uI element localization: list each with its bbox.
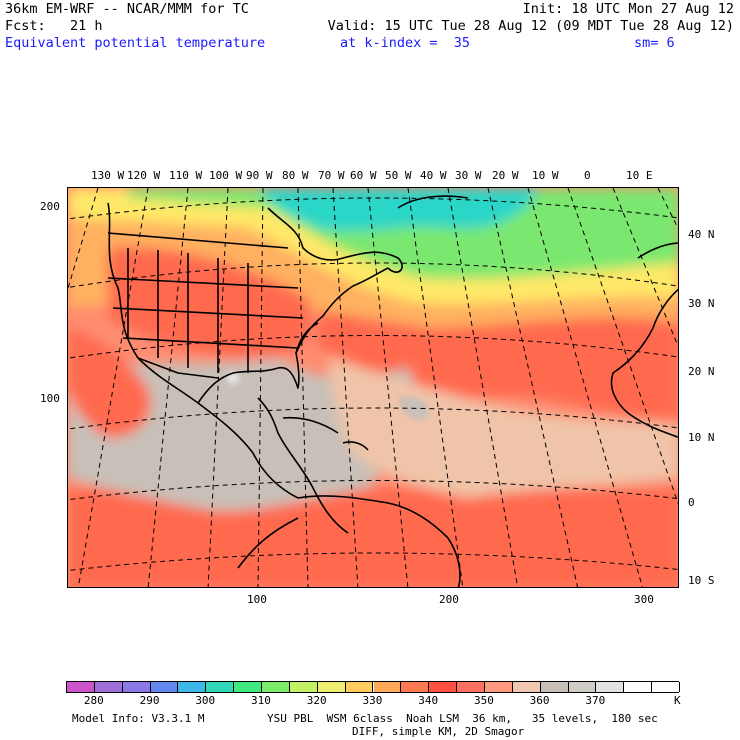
latitude-label: 0: [688, 496, 695, 509]
legend-tick: 330: [362, 694, 383, 707]
model-info: Model Info: V3.3.1 M: [72, 712, 205, 725]
field-cyan-pool: [258, 188, 538, 232]
legend-swatch: [234, 682, 263, 692]
legend-swatch: [317, 682, 346, 692]
legend-swatch: [67, 682, 95, 692]
field-red-band: [318, 301, 678, 419]
legend-swatch: [94, 682, 123, 692]
legend-tick: 280: [83, 694, 104, 707]
longitude-label: 130 W: [91, 169, 125, 182]
longitude-label: 50 W: [385, 169, 412, 182]
legend-swatch: [345, 682, 374, 692]
coastlines: [107, 195, 678, 587]
legend-unit: K: [674, 694, 681, 707]
longitude-label: 120 W: [127, 169, 161, 182]
legend-swatch: [568, 682, 597, 692]
graticule: [68, 188, 678, 587]
longitude-label: 30 W: [455, 169, 482, 182]
longitude-label: 100 W: [209, 169, 243, 182]
legend-swatch: [512, 682, 541, 692]
legend-swatch: [401, 682, 430, 692]
legend-tick: 370: [585, 694, 606, 707]
legend-swatch: [206, 682, 235, 692]
grid-label-y-200: 200: [40, 200, 60, 213]
init-time: Init: 18 UTC Mon 27 Aug 12: [522, 1, 734, 17]
grid-label-y-100: 100: [40, 392, 60, 405]
longitude-label: 90 W: [246, 169, 273, 182]
legend-swatch: [484, 682, 513, 692]
legend-swatch: [150, 682, 179, 692]
valid-time: Valid: 15 UTC Tue 28 Aug 12 (09 MDT Tue …: [327, 18, 734, 34]
legend-tick: 290: [139, 694, 160, 707]
longitude-label: 10 W: [532, 169, 559, 182]
physics-info-1: YSU PBL WSM 6class Noah LSM 36 km, 35 le…: [267, 712, 658, 725]
longitude-label: 80 W: [282, 169, 309, 182]
color-legend: [66, 681, 680, 693]
field-peach-atlantic: [328, 358, 678, 498]
latitude-label: 40 N: [688, 228, 715, 241]
longitude-label: 0: [584, 169, 591, 182]
longitude-label: 60 W: [350, 169, 377, 182]
legend-swatch: [652, 682, 680, 692]
longitude-label: 70 W: [318, 169, 345, 182]
legend-swatch: [262, 682, 290, 692]
legend-swatch: [457, 682, 485, 692]
smoothing-info: sm= 6: [634, 35, 675, 51]
grid-label-x-100: 100: [247, 593, 267, 606]
legend-swatch: [289, 682, 318, 692]
field-green-band: [128, 188, 678, 279]
legend-swatch: [540, 682, 569, 692]
legend-swatch: [429, 682, 458, 692]
grid-label-x-200: 200: [439, 593, 459, 606]
grid-label-x-300: 300: [634, 593, 654, 606]
field-south-atlantic-red: [488, 491, 678, 587]
latitude-label: 30 N: [688, 297, 715, 310]
legend-tick: 320: [306, 694, 327, 707]
level-info: at k-index = 35: [340, 35, 471, 51]
legend-tick: 310: [251, 694, 271, 707]
model-title: 36km EM-WRF -- NCAR/MMM for TC: [5, 1, 249, 17]
latitude-label: 10 N: [688, 431, 715, 444]
longitude-label: 110 W: [169, 169, 203, 182]
map-panel: [67, 187, 679, 588]
legend-swatch: [624, 682, 653, 692]
latitude-label: 10 S: [688, 574, 715, 587]
longitude-label: 20 W: [492, 169, 519, 182]
physics-info-2: DIFF, simple KM, 2D Smagor: [352, 725, 525, 738]
legend-tick: 360: [529, 694, 550, 707]
latitude-label: 20 N: [688, 365, 715, 378]
legend-swatch: [178, 682, 207, 692]
legend-tick: 350: [473, 694, 494, 707]
field-white-spot: [227, 372, 239, 384]
legend-swatch: [122, 682, 151, 692]
legend-swatch: [373, 682, 402, 692]
field-gray-spots: [208, 396, 429, 448]
longitude-label: 10 E: [626, 169, 653, 182]
field-africa-red: [598, 333, 678, 419]
longitude-label: 40 W: [420, 169, 447, 182]
legend-tick: 300: [195, 694, 216, 707]
forecast-hour: Fcst: 21 h: [5, 18, 103, 34]
legend-tick: 340: [418, 694, 439, 707]
field-name: Equivalent potential temperature: [5, 35, 266, 51]
legend-swatch: [596, 682, 625, 692]
theta-e-map: [68, 188, 678, 587]
